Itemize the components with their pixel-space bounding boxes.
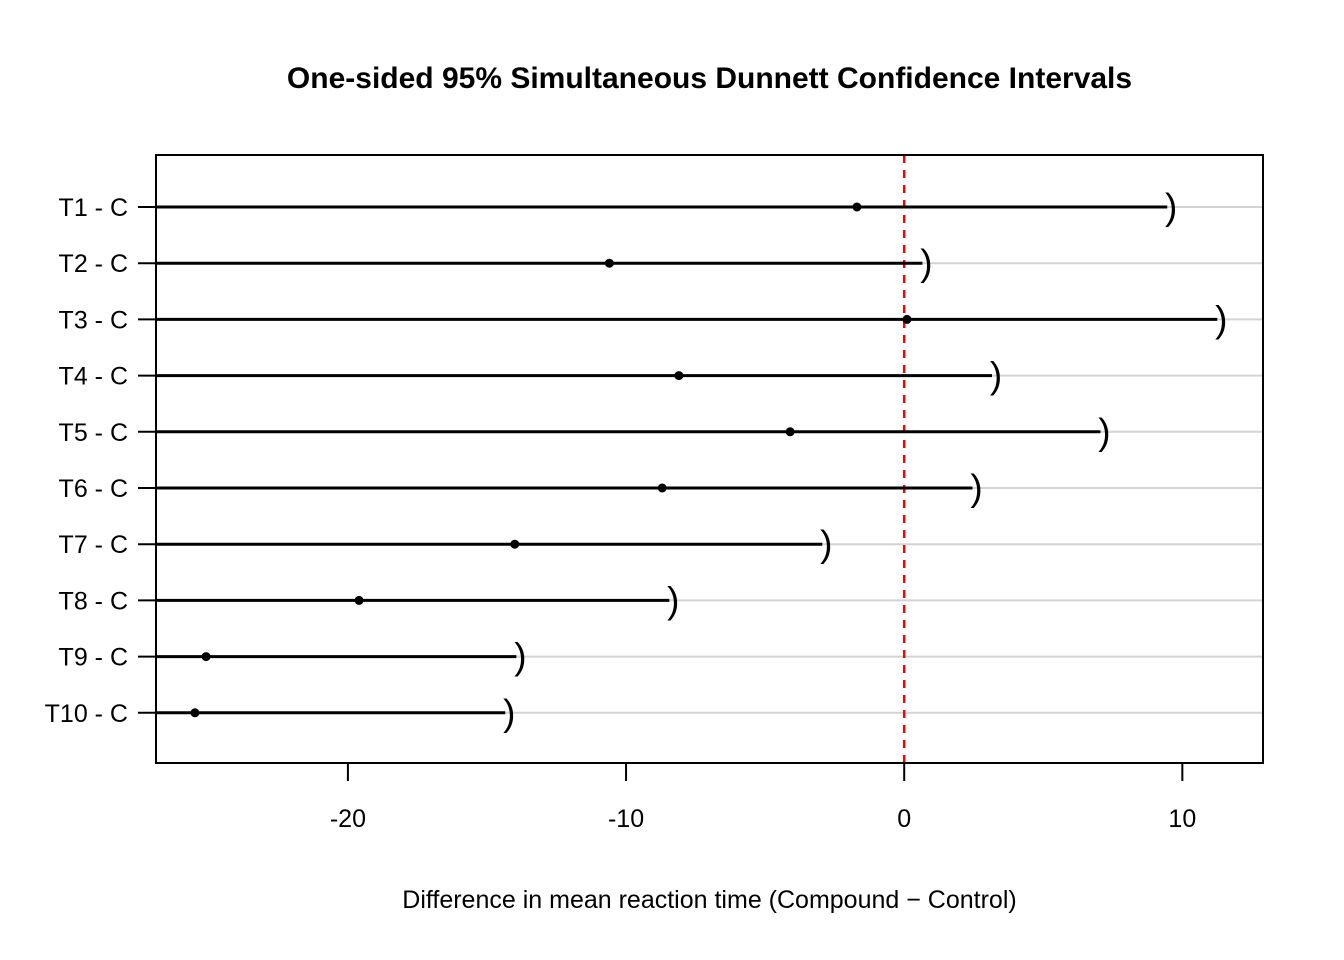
x-tick-label: 10	[1168, 805, 1196, 833]
x-tick-label: 0	[897, 805, 911, 833]
y-tick-label: T10 - C	[45, 700, 128, 728]
y-tick-label: T2 - C	[59, 250, 128, 278]
x-tick-label: -10	[608, 805, 644, 833]
point-estimate	[657, 483, 667, 493]
upper-bound-marker: )	[920, 243, 932, 284]
point-estimate	[190, 708, 200, 718]
y-tick-label: T6 - C	[59, 475, 128, 503]
plot-box	[155, 154, 1264, 764]
point-estimate	[510, 539, 520, 549]
y-tick-label: T9 - C	[59, 644, 128, 672]
point-estimate	[354, 595, 364, 605]
point-estimate	[201, 652, 211, 662]
x-tick-label: -20	[330, 805, 366, 833]
chart-title: One-sided 95% Simultaneous Dunnett Confi…	[286, 62, 1133, 95]
y-tick-label: T8 - C	[59, 587, 128, 615]
x-axis-title: Difference in mean reaction time (Compou…	[402, 886, 1017, 914]
upper-bound-marker: )	[1165, 187, 1177, 228]
y-tick-label: T1 - C	[59, 194, 128, 222]
y-tick-label: T7 - C	[59, 531, 128, 559]
point-estimate	[852, 202, 862, 212]
upper-bound-marker: )	[990, 355, 1002, 396]
y-tick-label: T5 - C	[59, 419, 128, 447]
upper-bound-marker: )	[503, 692, 515, 733]
upper-bound-marker: )	[667, 580, 679, 621]
point-estimate	[604, 258, 614, 268]
upper-bound-marker: )	[970, 468, 982, 509]
y-tick-label: T3 - C	[59, 306, 128, 334]
point-estimate	[902, 314, 912, 324]
point-estimate	[785, 427, 795, 437]
point-estimate	[674, 371, 684, 381]
upper-bound-marker: )	[514, 636, 526, 677]
upper-bound-marker: )	[820, 524, 832, 565]
y-tick-label: T4 - C	[59, 363, 128, 391]
upper-bound-marker: )	[1215, 299, 1227, 340]
upper-bound-marker: )	[1098, 411, 1110, 452]
